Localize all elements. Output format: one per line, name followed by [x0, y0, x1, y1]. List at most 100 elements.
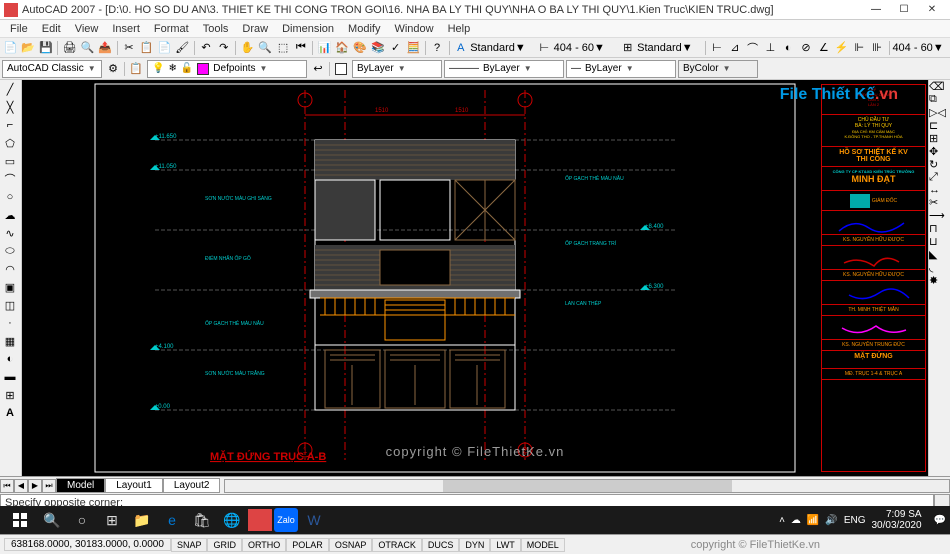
save-button[interactable]: 💾: [38, 39, 55, 57]
undo-button[interactable]: ↶: [198, 39, 215, 57]
block-tool[interactable]: ▣: [0, 278, 20, 296]
menu-file[interactable]: File: [4, 22, 34, 36]
dim-ord-button[interactable]: ⊥: [762, 39, 779, 57]
point-tool[interactable]: ·: [0, 314, 20, 332]
menu-modify[interactable]: Modify: [342, 22, 386, 36]
workspace-settings-button[interactable]: ⚙: [104, 60, 122, 78]
color-combo[interactable]: ByLayer▼: [352, 60, 442, 78]
tab-next-button[interactable]: ▶: [28, 479, 42, 493]
move-tool[interactable]: ✥: [929, 145, 950, 158]
word-icon[interactable]: W: [300, 508, 328, 532]
dim-quick-button[interactable]: ⚡: [833, 39, 850, 57]
menu-view[interactable]: View: [69, 22, 105, 36]
tray-volume-icon[interactable]: 🔊: [825, 515, 837, 526]
cut-button[interactable]: ✂: [121, 39, 138, 57]
menu-dimension[interactable]: Dimension: [276, 22, 340, 36]
menu-insert[interactable]: Insert: [106, 22, 146, 36]
dim-style-icon[interactable]: ⊢: [536, 39, 553, 57]
menu-draw[interactable]: Draw: [236, 22, 274, 36]
stretch-tool[interactable]: ↔: [929, 184, 950, 196]
help-button[interactable]: ?: [429, 39, 446, 57]
rect-tool[interactable]: ▭: [0, 152, 20, 170]
array-tool[interactable]: ⊞: [929, 132, 950, 145]
pline-tool[interactable]: ⌐: [0, 116, 20, 134]
copy-tool[interactable]: ⧉: [929, 93, 950, 106]
grid-toggle[interactable]: GRID: [207, 538, 242, 552]
minimize-button[interactable]: —: [862, 1, 890, 19]
polar-toggle[interactable]: POLAR: [286, 538, 329, 552]
tray-up-icon[interactable]: ˄: [779, 515, 785, 526]
line-tool[interactable]: ╱: [0, 80, 20, 98]
layer-props-button[interactable]: 📋: [127, 60, 145, 78]
dim-baseline-button[interactable]: ⊩: [851, 39, 868, 57]
tab-prev-button[interactable]: ◀: [14, 479, 28, 493]
dim-dia-button[interactable]: ⊘: [798, 39, 815, 57]
layer-combo[interactable]: 💡❄🔓 Defpoints▼: [147, 60, 307, 78]
drawing-canvas[interactable]: 1 2 +11.650 +11.050 +8.400 +6.300 +4.100…: [22, 80, 928, 476]
search-icon[interactable]: 🔍: [38, 508, 66, 532]
scale-tool[interactable]: ⤢: [929, 171, 950, 184]
tab-layout1[interactable]: Layout1: [105, 478, 163, 493]
ortho-toggle[interactable]: ORTHO: [242, 538, 286, 552]
tab-model[interactable]: Model: [56, 478, 105, 493]
tray-network-icon[interactable]: 📶: [807, 515, 819, 526]
dim-arc-button[interactable]: ⌒: [744, 39, 761, 57]
toolpalette-button[interactable]: 🎨: [352, 39, 369, 57]
chamfer-tool[interactable]: ◣: [929, 248, 950, 261]
print-button[interactable]: 🖨: [61, 39, 78, 57]
tab-last-button[interactable]: ⏭: [42, 479, 56, 493]
ducs-toggle[interactable]: DUCS: [422, 538, 460, 552]
match-button[interactable]: 🖌: [174, 39, 191, 57]
revcloud-tool[interactable]: ☁: [0, 206, 20, 224]
lineweight-combo[interactable]: —ByLayer▼: [566, 60, 676, 78]
arc-tool[interactable]: ⌒: [0, 170, 20, 188]
menu-tools[interactable]: Tools: [197, 22, 235, 36]
zoom-window-button[interactable]: ⬚: [275, 39, 292, 57]
menu-help[interactable]: Help: [442, 22, 477, 36]
redo-button[interactable]: ↷: [215, 39, 232, 57]
zoom-button[interactable]: 🔍: [257, 39, 274, 57]
polygon-tool[interactable]: ⬠: [0, 134, 20, 152]
mirror-tool[interactable]: ▷◁: [929, 106, 950, 119]
fillet-tool[interactable]: ◟: [929, 261, 950, 274]
autocad-icon[interactable]: [248, 509, 272, 531]
table-style-icon[interactable]: ⊞: [619, 39, 636, 57]
join-tool[interactable]: ⊔: [929, 235, 950, 248]
plotstyle-combo[interactable]: ByColor▼: [678, 60, 758, 78]
tray-cloud-icon[interactable]: ☁: [791, 515, 801, 526]
hatch-tool[interactable]: ▦: [0, 332, 20, 350]
region-tool[interactable]: ▬: [0, 368, 20, 386]
tab-first-button[interactable]: ⏮: [0, 479, 14, 493]
zoom-prev-button[interactable]: ⏮: [292, 39, 309, 57]
dim-continue-button[interactable]: ⊪: [869, 39, 886, 57]
extend-tool[interactable]: ⟶: [929, 209, 950, 222]
break-tool[interactable]: ⊓: [929, 222, 950, 235]
cortana-icon[interactable]: ○: [68, 508, 96, 532]
dim-radius-button[interactable]: ◐: [780, 39, 797, 57]
ellipse-arc-tool[interactable]: ◠: [0, 260, 20, 278]
otrack-toggle[interactable]: OTRACK: [372, 538, 422, 552]
dim-angular-button[interactable]: ∠: [815, 39, 832, 57]
pan-button[interactable]: ✋: [239, 39, 256, 57]
sheetset-button[interactable]: 📚: [369, 39, 386, 57]
layer-prev-button[interactable]: ↩: [309, 60, 327, 78]
ellipse-tool[interactable]: ⬭: [0, 242, 20, 260]
xline-tool[interactable]: ╳: [0, 98, 20, 116]
circle-tool[interactable]: ○: [0, 188, 20, 206]
dim-linear-button[interactable]: ⊢: [709, 39, 726, 57]
explode-tool[interactable]: ✸: [929, 274, 950, 287]
linetype-combo[interactable]: ———ByLayer▼: [444, 60, 564, 78]
markup-button[interactable]: ✓: [387, 39, 404, 57]
chrome-icon[interactable]: 🌐: [218, 508, 246, 532]
text-style-combo[interactable]: Standard▼: [470, 42, 535, 54]
calc-button[interactable]: 🧮: [405, 39, 422, 57]
taskview-icon[interactable]: ⊞: [98, 508, 126, 532]
osnap-toggle[interactable]: OSNAP: [329, 538, 373, 552]
copy-button[interactable]: 📋: [138, 39, 155, 57]
table-style-combo[interactable]: Standard▼: [637, 42, 702, 54]
tab-layout2[interactable]: Layout2: [163, 478, 221, 493]
snap-toggle[interactable]: SNAP: [171, 538, 208, 552]
spline-tool[interactable]: ∿: [0, 224, 20, 242]
preview-button[interactable]: 🔍: [79, 39, 96, 57]
dim-aligned-button[interactable]: ⊿: [726, 39, 743, 57]
